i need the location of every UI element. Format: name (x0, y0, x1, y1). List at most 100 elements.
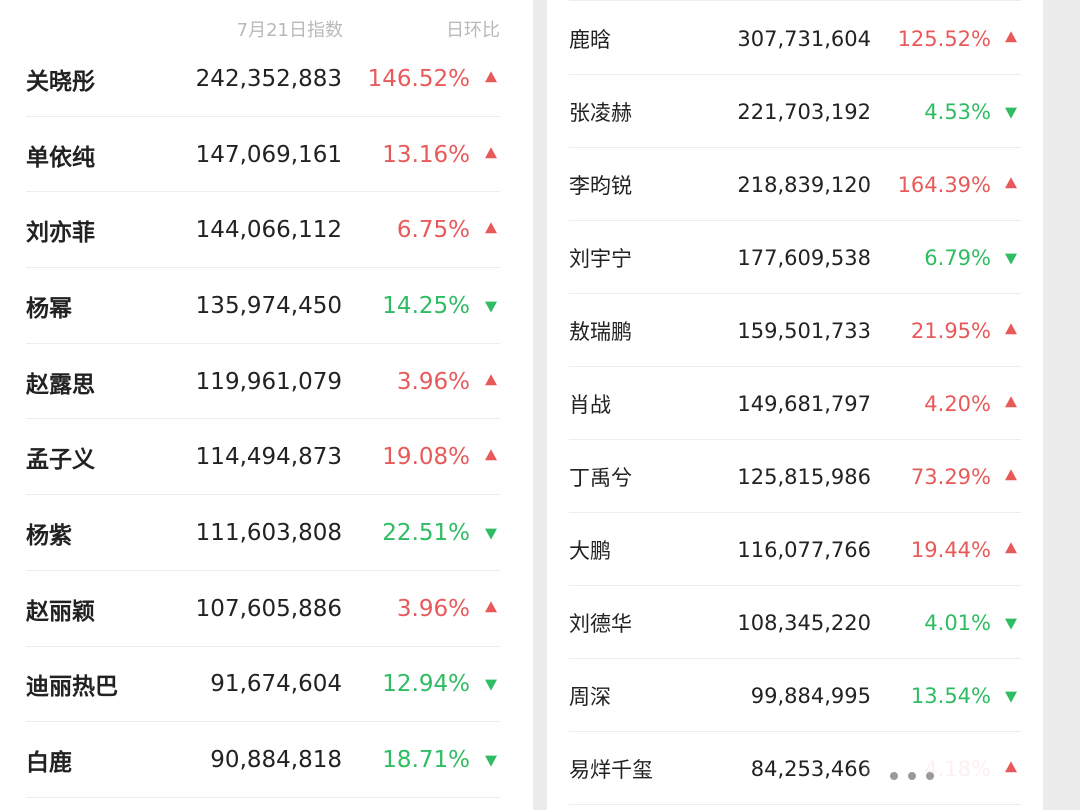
index-value: 218,839,120 (737, 172, 871, 197)
daily-change-percent: 3.96% (396, 595, 470, 622)
ranking-row[interactable]: 孟子义 114,494,873 19.08% (0, 419, 533, 495)
ranking-row[interactable]: 李昀锐 218,839,120 164.39% (547, 148, 1043, 221)
daily-change-header: 日环比 (446, 20, 500, 41)
triangle-up-icon (485, 146, 497, 158)
celebrity-name: 鹿晗 (569, 27, 611, 52)
celebrity-name: 杨幂 (26, 295, 72, 322)
ranking-row[interactable]: 大鹏 116,077,766 19.44% (547, 513, 1043, 586)
date-index-header: 7月21日指数 (236, 20, 343, 41)
daily-change-percent: 3.96% (396, 368, 470, 395)
celebrity-name: 张凌赫 (569, 100, 632, 125)
index-value: 108,345,220 (737, 610, 871, 635)
triangle-up-icon (485, 449, 497, 461)
ranking-row[interactable]: 赵丽颖 107,605,886 3.96% (0, 571, 533, 647)
index-value: 177,609,538 (737, 245, 871, 270)
triangle-up-icon (1005, 176, 1017, 188)
index-value: 107,605,886 (195, 595, 342, 622)
celebrity-name: 单依纯 (26, 144, 95, 171)
index-value: 135,974,450 (195, 292, 342, 319)
celebrity-name: 赵露思 (26, 371, 95, 398)
celebrity-name: 刘亦菲 (26, 220, 95, 247)
celebrity-name: 李昀锐 (569, 173, 632, 198)
triangle-up-icon (1005, 395, 1017, 407)
triangle-down-icon (1005, 618, 1017, 630)
ranking-row[interactable]: 丁禹兮 125,815,986 73.29% (547, 440, 1043, 513)
triangle-up-icon (485, 600, 497, 612)
index-value: 91,674,604 (210, 671, 342, 698)
watermark-dot-icon (890, 772, 898, 780)
index-value: 111,603,808 (195, 519, 342, 546)
daily-change-percent: 13.54% (910, 683, 991, 708)
triangle-up-icon (485, 222, 497, 234)
triangle-up-icon (485, 373, 497, 385)
celebrity-name: 孟子义 (26, 447, 95, 474)
triangle-down-icon (485, 301, 497, 313)
watermark-dot-icon (926, 772, 934, 780)
index-value: 159,501,733 (737, 318, 871, 343)
index-value: 84,253,466 (750, 756, 871, 781)
triangle-up-icon (1005, 468, 1017, 480)
index-value: 144,066,112 (195, 217, 342, 244)
index-value: 147,069,161 (195, 141, 342, 168)
daily-change-percent: 164.39% (897, 172, 991, 197)
ranking-row[interactable]: 肖战 149,681,797 4.20% (547, 367, 1043, 440)
ranking-row[interactable]: 刘宇宁 177,609,538 6.79% (547, 221, 1043, 294)
index-value: 90,884,818 (210, 747, 342, 774)
celebrity-name: 周深 (569, 684, 611, 709)
triangle-down-icon (485, 679, 497, 691)
celebrity-name: 白鹿 (26, 750, 72, 777)
ranking-row[interactable]: 迪丽热巴 91,674,604 12.94% (0, 647, 533, 723)
daily-change-percent: 19.44% (910, 537, 991, 562)
celebrity-name: 大鹏 (569, 538, 611, 563)
daily-change-percent: 19.08% (382, 444, 470, 471)
celebrity-name: 杨紫 (26, 522, 72, 549)
daily-change-percent: 4.20% (924, 391, 991, 416)
celebrity-name: 丁禹兮 (569, 465, 632, 490)
ranking-row[interactable]: 敖瑞鹏 159,501,733 21.95% (547, 294, 1043, 367)
daily-change-percent: 14.25% (382, 292, 470, 319)
ranking-row[interactable]: 鹿晗 307,731,604 125.52% (547, 0, 1043, 75)
index-value: 119,961,079 (195, 368, 342, 395)
right-ranking-list: 鹿晗 307,731,604 125.52% 张凌赫 221,703,192 4.53% 李… (547, 0, 1043, 805)
index-value: 114,494,873 (195, 444, 342, 471)
ranking-row[interactable]: 赵露思 119,961,079 3.96% (0, 344, 533, 420)
daily-change-percent: 21.95% (910, 318, 991, 343)
right-gutter (1043, 0, 1080, 810)
daily-change-percent: 22.51% (382, 519, 470, 546)
ranking-row[interactable]: 张凌赫 221,703,192 4.53% (547, 75, 1043, 148)
daily-change-percent: 6.79% (924, 245, 991, 270)
index-value: 221,703,192 (737, 99, 871, 124)
index-value: 116,077,766 (737, 537, 871, 562)
celebrity-name: 刘宇宁 (569, 246, 632, 271)
ranking-row[interactable]: 刘德华 108,345,220 4.01% (547, 586, 1043, 659)
triangle-down-icon (485, 755, 497, 767)
ranking-row[interactable]: 刘亦菲 144,066,112 6.75% (0, 192, 533, 268)
ranking-row[interactable]: 杨幂 135,974,450 14.25% (0, 268, 533, 344)
celebrity-name: 赵丽颖 (26, 598, 95, 625)
ranking-row[interactable]: 杨紫 111,603,808 22.51% (0, 495, 533, 571)
index-value: 149,681,797 (737, 391, 871, 416)
daily-change-percent: 6.75% (396, 217, 470, 244)
triangle-up-icon (1005, 541, 1017, 553)
daily-change-percent: 12.94% (382, 671, 470, 698)
triangle-down-icon (485, 528, 497, 540)
index-value: 125,815,986 (737, 464, 871, 489)
ranking-row[interactable]: 关晓彤 242,352,883 146.52% (0, 41, 533, 117)
left-ranking-panel: 7月21日指数 日环比 关晓彤 242,352,883 146.52% 单依纯 147,… (0, 0, 533, 810)
ranking-row[interactable]: 白鹿 90,884,818 18.71% (0, 722, 533, 798)
right-ranking-panel: 鹿晗 307,731,604 125.52% 张凌赫 221,703,192 4.53% 李… (547, 0, 1043, 810)
celebrity-name: 易烊千玺 (569, 757, 653, 782)
daily-change-percent: 125.52% (897, 26, 991, 51)
daily-change-percent: 73.29% (910, 464, 991, 489)
ranking-row[interactable]: 单依纯 147,069,161 13.16% (0, 117, 533, 193)
watermark-dot-icon (908, 772, 916, 780)
daily-change-percent: 18.71% (382, 747, 470, 774)
triangle-down-icon (1005, 107, 1017, 119)
left-ranking-list: 关晓彤 242,352,883 146.52% 单依纯 147,069,161 13.16… (0, 41, 533, 798)
daily-change-percent: 146.52% (367, 65, 470, 92)
daily-change-percent: 4.01% (924, 610, 991, 635)
celebrity-name: 刘德华 (569, 611, 632, 636)
panel-divider (533, 0, 547, 810)
ranking-row[interactable]: 周深 99,884,995 13.54% (547, 659, 1043, 732)
daily-change-percent: 4.53% (924, 99, 991, 124)
